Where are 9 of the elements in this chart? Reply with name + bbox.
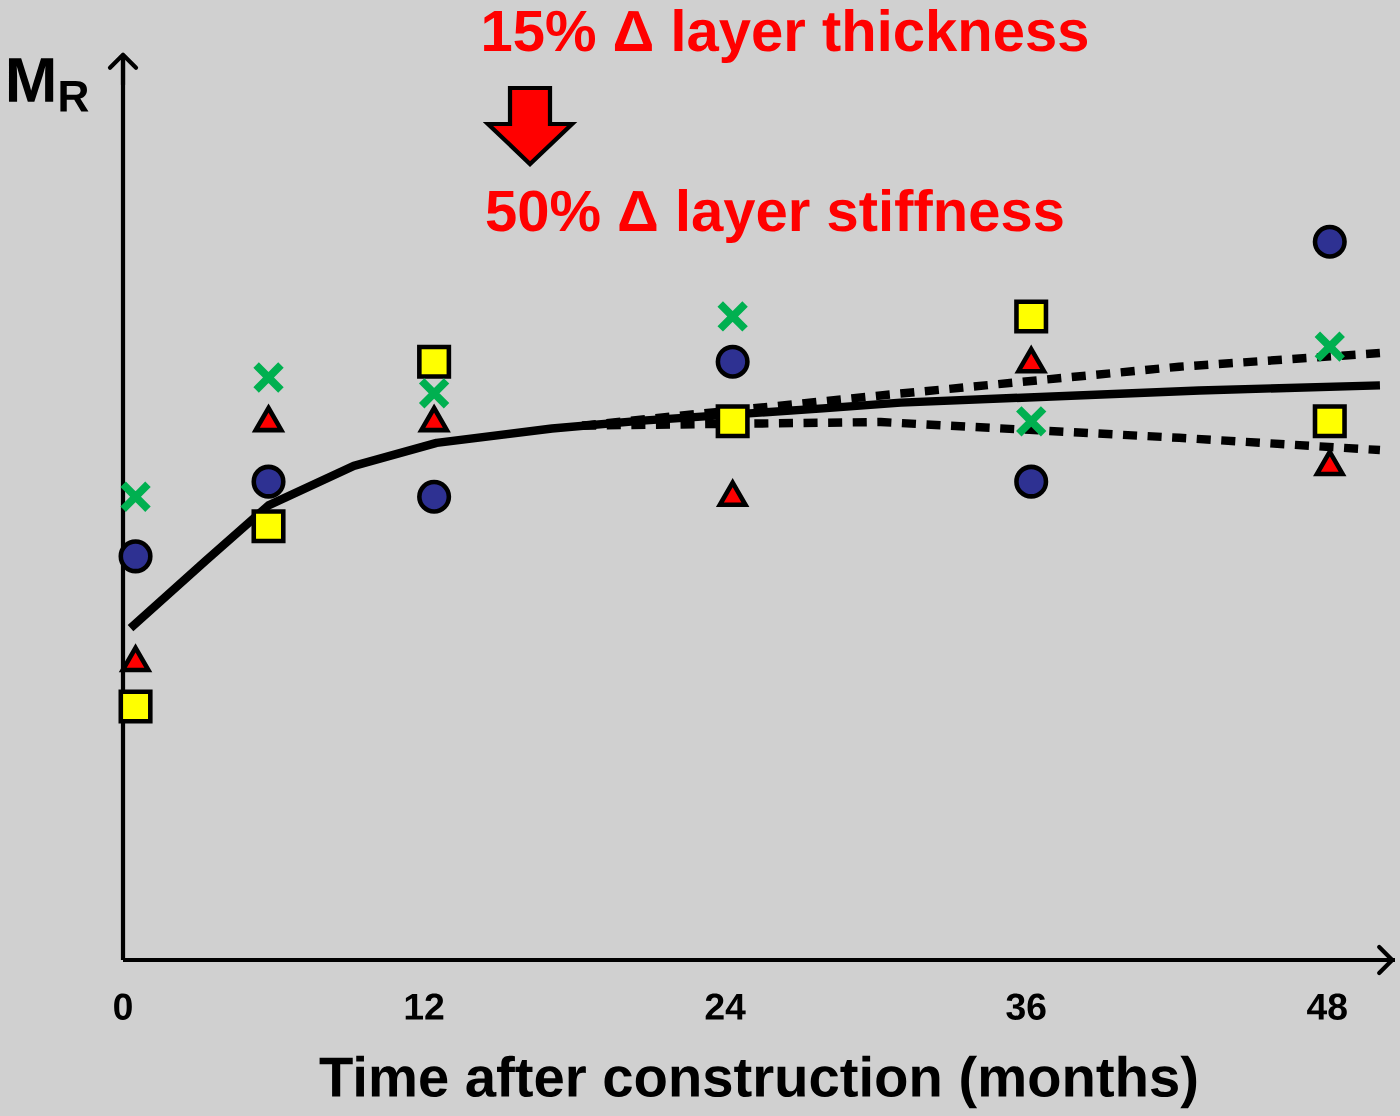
x-tick-label: 12 [405,993,444,1020]
annotation: 50% Δ layer stiffness [486,188,1063,244]
text: 15% Δ layer thickness [484,8,1088,64]
x-tick-label: 48 [1307,993,1347,1020]
x-tick-label: 36 [1006,993,1046,1020]
x-tick-label: 0 [114,993,132,1020]
y-axis-title: M$_{R}$ [8,58,89,112]
x-axis-title: Time after construction (months) [319,1055,1197,1109]
x-tick-label: 24 [705,993,746,1020]
